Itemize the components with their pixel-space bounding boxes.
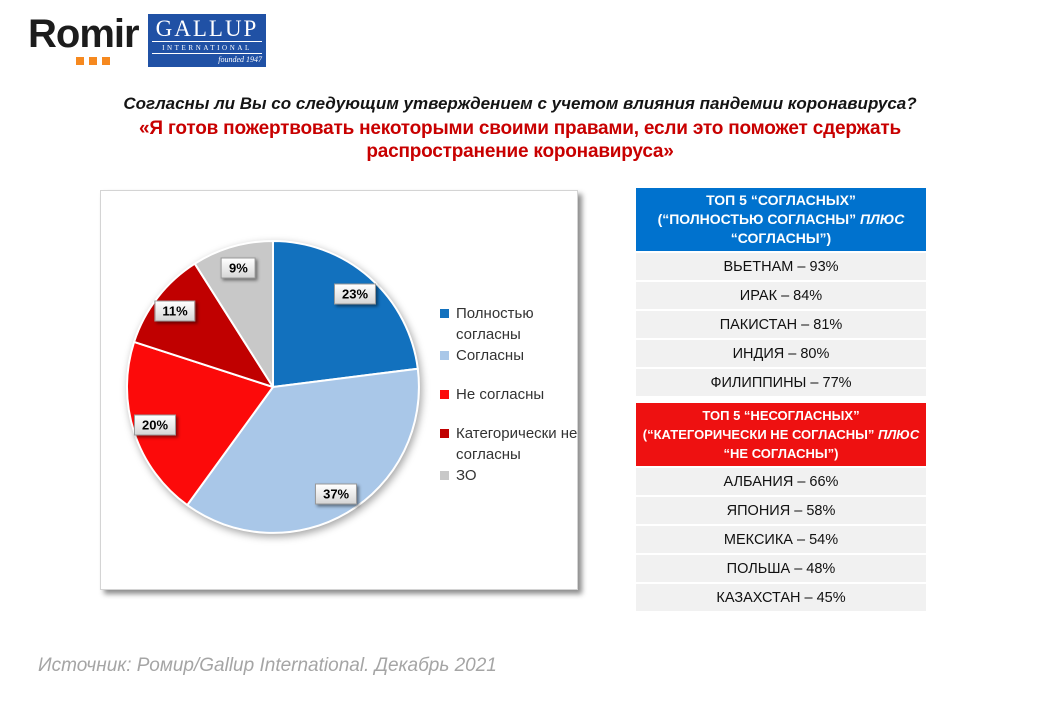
legend-swatch — [440, 309, 449, 318]
legend-item: Полностью согласны — [440, 303, 590, 345]
disagree-header-line2: (“КАТЕГОРИЧЕСКИ НЕ СОГЛАСНЫ” ПЛЮС — [642, 427, 920, 442]
pie-slice-1 — [272, 240, 419, 388]
chart-legend: Полностью согласны Согласны Не согласны Кат… — [440, 303, 590, 486]
disagree-header-line1: ТОП 5 “НЕСОГЛАСНЫХ” — [702, 408, 860, 423]
agree-table-header: ТОП 5 “СОГЛАСНЫХ” (“ПОЛНОСТЬЮ СОГЛАСНЫ” … — [636, 188, 926, 251]
pie-slice-2 — [186, 367, 420, 534]
title-block: Согласны ли Вы со следующим утверждением… — [0, 94, 1040, 164]
legend-label: Категорически не согласны — [456, 425, 578, 463]
legend-swatch — [440, 429, 449, 438]
legend-label: Согласны — [456, 347, 524, 364]
disagree-table-row: ЯПОНИЯ – 58% — [636, 497, 926, 524]
top5-tables: ТОП 5 “СОГЛАСНЫХ” (“ПОЛНОСТЬЮ СОГЛАСНЫ” … — [636, 188, 926, 611]
pie-chart-panel: 23% 37% 20% 11% 9% Полностью согласны Согласн… — [100, 190, 578, 590]
pie-data-label: 23% — [333, 283, 377, 305]
survey-question: Согласны ли Вы со следующим утверждением… — [123, 94, 917, 113]
legend-item: ЗО — [440, 465, 590, 486]
legend-label: ЗО — [456, 467, 477, 484]
legend-item: Согласны — [440, 345, 590, 366]
disagree-table-row: АЛБАНИЯ – 66% — [636, 468, 926, 495]
survey-statement: «Я готов пожертвовать некоторыми своими … — [139, 118, 901, 162]
top5-disagree-table: ТОП 5 “НЕСОГЛАСНЫХ” (“КАТЕГОРИЧЕСКИ НЕ С… — [636, 403, 926, 611]
legend-label: Не согласны — [456, 386, 545, 403]
gallup-international-logo: GALLUP INTERNATIONAL founded 1947 — [148, 14, 266, 67]
agree-table-row: ВЬЕТНАМ – 93% — [636, 253, 926, 280]
legend-swatch — [440, 351, 449, 360]
romir-logo-text: Romir — [28, 12, 140, 56]
gallup-logo-subtitle: INTERNATIONAL — [152, 41, 262, 54]
pie-data-label: 20% — [134, 414, 177, 436]
pie-data-label: 9% — [220, 257, 256, 279]
disagree-header-line3: “НЕ СОГЛАСНЫ”) — [723, 446, 839, 461]
agree-header-line3: “СОГЛАСНЫ”) — [730, 230, 832, 246]
agree-table-row: ПАКИСТАН – 81% — [636, 311, 926, 338]
agree-header-line1: ТОП 5 “СОГЛАСНЫХ” — [706, 192, 856, 208]
agree-table-row: ФИЛИППИНЫ – 77% — [636, 369, 926, 396]
agree-table-row: ИНДИЯ – 80% — [636, 340, 926, 367]
gallup-logo-name: GALLUP — [155, 16, 259, 41]
agree-header-line2: (“ПОЛНОСТЬЮ СОГЛАСНЫ” ПЛЮС — [657, 211, 905, 227]
pie-data-label: 11% — [154, 300, 196, 322]
legend-swatch — [440, 471, 449, 480]
disagree-table-row: МЕКСИКА – 54% — [636, 526, 926, 553]
disagree-table-row: КАЗАХСТАН – 45% — [636, 584, 926, 611]
pie-data-label: 37% — [315, 483, 358, 505]
disagree-table-header: ТОП 5 “НЕСОГЛАСНЫХ” (“КАТЕГОРИЧЕСКИ НЕ С… — [636, 403, 926, 466]
legend-item: Не согласны — [440, 384, 590, 405]
top5-agree-table: ТОП 5 “СОГЛАСНЫХ” (“ПОЛНОСТЬЮ СОГЛАСНЫ” … — [636, 188, 926, 396]
romir-logo: Romir — [28, 12, 148, 70]
agree-table-row: ИРАК – 84% — [636, 282, 926, 309]
romir-logo-dots — [76, 57, 110, 65]
legend-item: Категорически не согласны — [440, 423, 590, 465]
legend-label: Полностью согласны — [456, 305, 534, 343]
legend-swatch — [440, 390, 449, 399]
disagree-table-row: ПОЛЬША – 48% — [636, 555, 926, 582]
gallup-logo-founded: founded 1947 — [218, 55, 262, 64]
pie-slice-4 — [133, 262, 274, 388]
source-caption: Источник: Ромир/Gallup International. Де… — [38, 655, 497, 676]
